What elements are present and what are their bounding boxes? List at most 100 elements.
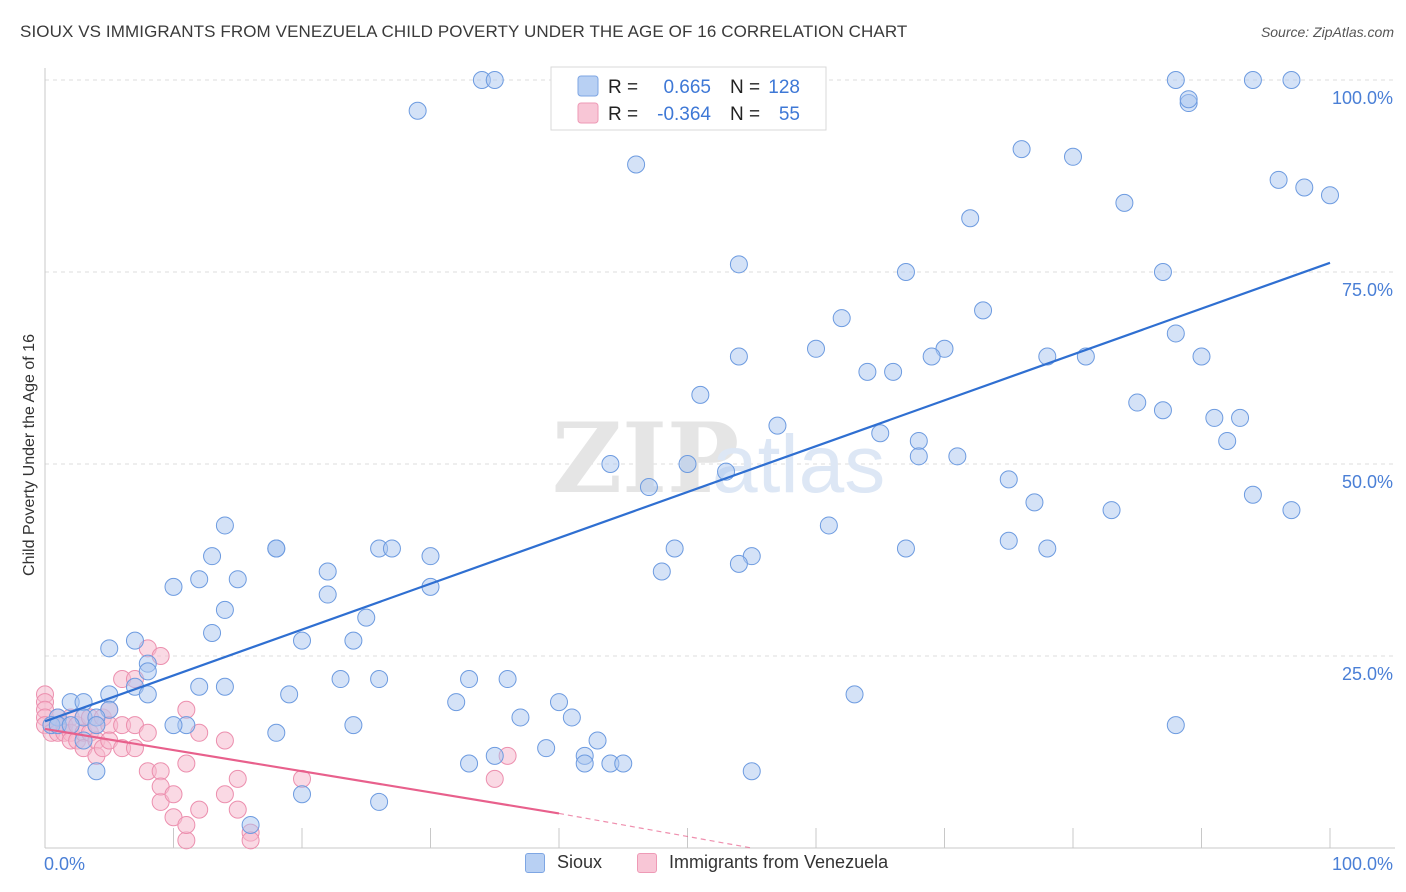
sioux-point-63: [421, 547, 440, 566]
sioux-point-120: [87, 762, 106, 781]
sioux-point-86: [190, 677, 209, 696]
sioux-point-106: [87, 716, 106, 735]
bottom-legend: Sioux Immigrants from Venezuela: [0, 852, 1406, 878]
sioux-point-45: [999, 470, 1018, 489]
venezuela-point-45: [177, 700, 196, 719]
sioux-point-73: [357, 608, 376, 627]
bottom-legend-venezuela: Immigrants from Venezuela: [637, 852, 888, 873]
sioux-point-23: [1038, 347, 1057, 366]
sioux-point-84: [331, 670, 350, 689]
sioux-point-49: [1102, 501, 1121, 520]
sioux-point-55: [267, 539, 286, 558]
sioux-point-82: [460, 670, 479, 689]
venezuela-point-48: [177, 815, 196, 834]
sioux-point-4: [1282, 71, 1301, 89]
venezuela-point-47: [177, 831, 196, 850]
sioux-point-121: [742, 762, 761, 781]
sioux-point-48: [1025, 493, 1044, 512]
sioux-point-77: [344, 631, 363, 650]
sioux-point-29: [884, 362, 903, 381]
sioux-point-9: [1012, 140, 1031, 159]
sioux-point-78: [100, 639, 119, 658]
sioux-point-40: [909, 447, 928, 466]
sioux-point-37: [871, 424, 890, 443]
sioux-point-67: [652, 562, 671, 581]
y-tick-label-0: 25.0%: [1342, 664, 1393, 684]
sioux-point-60: [896, 539, 915, 558]
sioux-point-35: [1231, 408, 1250, 427]
venezuela-point-54: [228, 800, 247, 819]
sioux-point-110: [267, 723, 286, 742]
sioux-trend-line: [44, 261, 1331, 723]
sioux-point-47: [1243, 485, 1262, 504]
venezuela-trend-line-dashed: [558, 812, 752, 849]
venezuela-point-51: [215, 731, 234, 750]
y-tick-label-3: 100.0%: [1332, 88, 1393, 108]
sioux-point-71: [318, 585, 337, 604]
sioux-point-76: [293, 631, 311, 650]
legend: R = 0.665 N = 128 R = -0.364 N = 55: [550, 66, 827, 131]
sioux-point-64: [729, 554, 748, 573]
sioux-point-41: [948, 447, 967, 466]
sioux-point-31: [691, 385, 710, 404]
sioux-point-10: [1064, 147, 1082, 166]
sioux-point-32: [1128, 393, 1147, 412]
sioux-point-80: [138, 662, 157, 681]
sioux-point-1: [485, 71, 504, 89]
legend-swatch-venezuela: [577, 102, 599, 124]
sioux-point-114: [485, 746, 504, 765]
sioux-point-33: [1153, 401, 1172, 420]
sioux-point-53: [999, 531, 1018, 550]
sioux-point-21: [807, 339, 825, 358]
sioux-point-83: [498, 670, 517, 689]
sioux-point-39: [1218, 431, 1237, 450]
sioux-point-27: [1166, 324, 1185, 343]
sioux-points: [42, 71, 1339, 834]
bottom-legend-venezuela-swatch: [637, 852, 657, 873]
bottom-legend-venezuela-label: Immigrants from Venezuela: [669, 852, 889, 872]
sioux-point-105: [164, 716, 183, 735]
sioux-point-92: [550, 693, 568, 712]
sioux-point-69: [164, 577, 183, 596]
sioux-point-17: [896, 263, 915, 281]
sioux-point-43: [678, 455, 697, 473]
watermark-zip: ZIP: [552, 402, 739, 515]
venezuela-point-56: [241, 831, 260, 850]
sioux-point-12: [1295, 178, 1314, 197]
venezuela-point-58: [485, 769, 504, 788]
sioux-point-50: [1282, 501, 1301, 520]
venezuela-point-50: [190, 800, 209, 819]
sioux-point-5: [408, 101, 427, 120]
venezuela-point-43: [164, 785, 183, 804]
tick-labels: 25.0% 50.0% 75.0% 100.0% 0.0% 100.0%: [44, 88, 1393, 874]
sioux-point-28: [858, 362, 877, 381]
gridlines: [45, 79, 1395, 657]
sioux-point-117: [575, 754, 594, 773]
legend-n-label-2: N =: [730, 104, 760, 125]
sioux-point-15: [961, 209, 980, 228]
sioux-point-99: [562, 708, 581, 727]
chart-title: SIOUX VS IMMIGRANTS FROM VENEZUELA CHILD…: [20, 22, 908, 41]
y-tick-label-1: 50.0%: [1342, 472, 1393, 492]
sioux-point-11: [1269, 170, 1288, 189]
watermark-atlas: atlas: [712, 419, 885, 510]
sioux-point-3: [1243, 71, 1262, 89]
legend-swatch-sioux: [577, 75, 599, 97]
x-tick-label-0: 0.0%: [44, 854, 85, 874]
venezuela-points: [36, 639, 517, 850]
sioux-point-112: [537, 739, 556, 758]
sioux-point-91: [447, 693, 466, 712]
bottom-legend-sioux-label: Sioux: [557, 852, 603, 872]
sioux-point-90: [280, 685, 299, 704]
sioux-point-46: [639, 478, 658, 497]
sioux-point-26: [922, 347, 941, 366]
sioux-point-74: [203, 623, 222, 642]
venezuela-trend-line: [44, 727, 560, 815]
sioux-point-52: [819, 516, 838, 535]
sioux-point-51: [215, 516, 234, 535]
legend-r-value-2: -0.364: [657, 104, 711, 125]
legend-r-label-1: R =: [608, 77, 638, 98]
sioux-point-119: [614, 754, 633, 773]
sioux-point-98: [511, 708, 530, 727]
sioux-point-25: [729, 347, 748, 366]
